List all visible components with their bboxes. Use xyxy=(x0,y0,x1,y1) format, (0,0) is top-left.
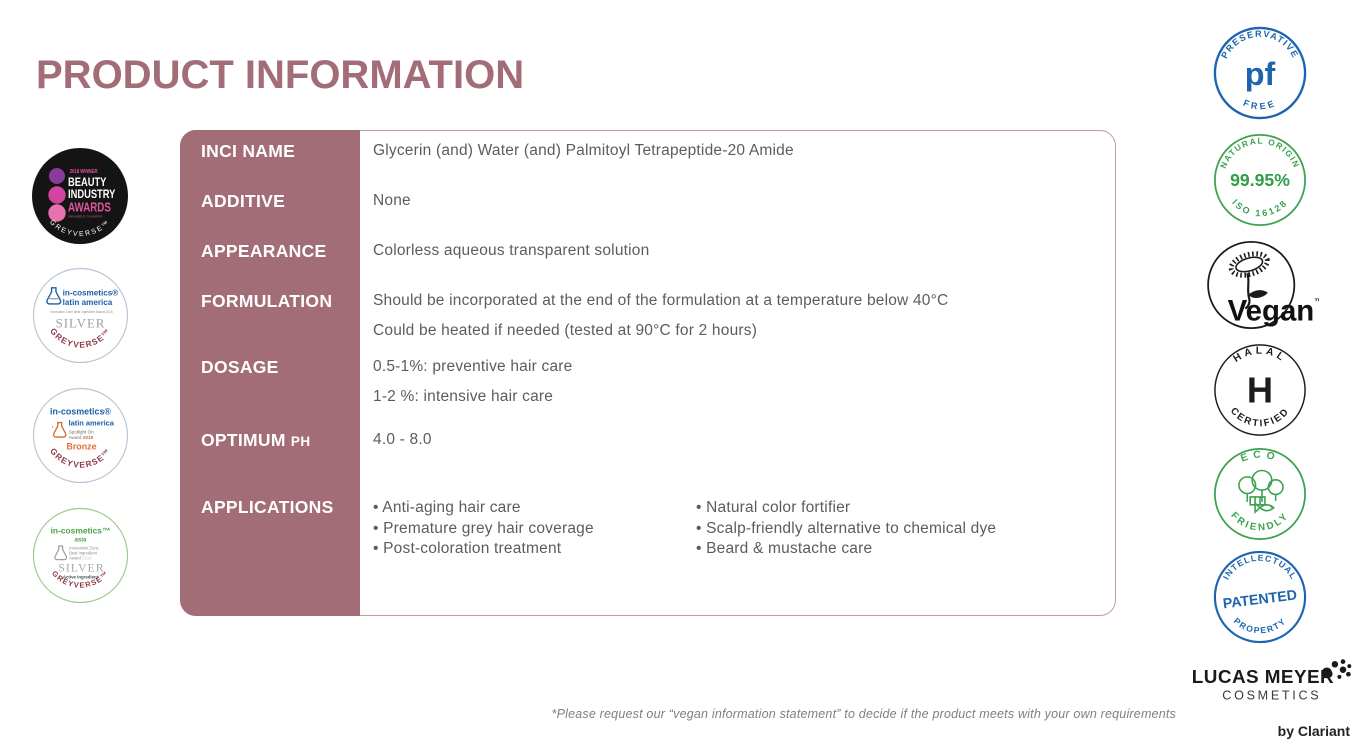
award-incosmetics-latam-bronze-badge: in-cosmetics® latin america Spotlight On… xyxy=(31,386,130,485)
svg-text:in-cosmetics®: in-cosmetics® xyxy=(63,289,119,298)
svg-text:Active Ingredient: Active Ingredient xyxy=(63,575,99,580)
svg-text:LUCAS MEYER: LUCAS MEYER xyxy=(1192,667,1334,688)
svg-text:latin america: latin america xyxy=(63,298,113,307)
sunflower-icon xyxy=(1228,251,1270,310)
eco-friendly-icon: ECO FRIENDLY xyxy=(1214,448,1306,540)
row-label: INCI NAME xyxy=(201,141,296,161)
vegan-society-icon: Vegan™ xyxy=(1207,241,1319,330)
table-label-column xyxy=(180,130,360,616)
footnote: *Please request our “vegan information s… xyxy=(551,707,1176,721)
award-incosmetics-latam-silver-badge: in-cosmetics® latin america Innovation Z… xyxy=(31,266,130,365)
trees-and-fish-icon xyxy=(1238,469,1284,514)
preservative-free-icon: PRESERVATIVE pf FREE xyxy=(1213,26,1307,120)
row-label: FORMULATION xyxy=(201,291,333,311)
svg-text:H: H xyxy=(1247,370,1273,411)
svg-text:Best Ingredient: Best Ingredient xyxy=(69,551,98,556)
svg-text:SILVER: SILVER xyxy=(58,560,104,574)
halal-certified-icon: HALAL H CERTIFIED xyxy=(1214,344,1306,436)
row-label: APPLICATIONS xyxy=(201,497,334,517)
cert-eco-friendly-badge: ECO FRIENDLY xyxy=(1211,445,1309,543)
svg-text:INDUSTRY: INDUSTRY xyxy=(68,188,116,201)
flask-icon xyxy=(54,545,68,561)
application-item: • Anti-aging hair care xyxy=(373,499,521,516)
cert-vegan-badge: Vegan™ xyxy=(1205,238,1319,336)
svg-text:FREE: FREE xyxy=(1242,98,1278,112)
beauty-industry-awards-icon: 2018 WINNER BEAUTY INDUSTRY AWARDS ORGAN… xyxy=(32,148,128,244)
row-label: DOSAGE xyxy=(201,357,279,377)
row-label: ADDITIVE xyxy=(201,191,286,211)
application-item: • Scalp-friendly alternative to chemical… xyxy=(696,519,997,537)
svg-text:Award2018: Award2018 xyxy=(69,555,92,560)
award-incosmetics-asia-silver-badge: in-cosmetics™ asia Innovation Zone Best … xyxy=(31,506,130,605)
application-item: • Beard & mustache care xyxy=(696,540,873,557)
flask-icon xyxy=(51,421,67,438)
award-dot-magenta-icon xyxy=(48,186,66,204)
svg-text:Award2018: Award2018 xyxy=(69,435,94,440)
svg-text:BEAUTY: BEAUTY xyxy=(68,176,107,189)
svg-text:AWARDS: AWARDS xyxy=(68,201,111,214)
svg-text:SILVER: SILVER xyxy=(56,316,106,330)
row-value: Colorless aqueous transparent solution xyxy=(373,242,650,259)
application-item: • Post-coloration treatment xyxy=(373,540,562,557)
svg-text:ORGANIZED BY COSMOPROF: ORGANIZED BY COSMOPROF xyxy=(68,214,102,218)
svg-text:Vegan™: Vegan™ xyxy=(1228,294,1319,327)
award-dot-pink-icon xyxy=(48,204,66,222)
svg-text:latin america: latin america xyxy=(69,419,115,428)
cert-preservative-free-badge: PRESERVATIVE pf FREE xyxy=(1211,24,1309,122)
row-value: None xyxy=(373,192,411,209)
row-value: Should be incorporated at the end of the… xyxy=(373,292,949,339)
product-info-table: INCI NAME Glycerin (and) Water (and) Pal… xyxy=(180,130,1116,616)
svg-text:Innovation Zone Best Ingredien: Innovation Zone Best Ingredient Award 20… xyxy=(50,310,112,314)
award-beauty-industry-badge: 2018 WINNER BEAUTY INDUSTRY AWARDS ORGAN… xyxy=(30,146,130,246)
svg-text:Innovation Zone: Innovation Zone xyxy=(69,546,99,551)
natural-origin-icon: NATURAL ORIGIN 99.95% ISO 16128 xyxy=(1214,134,1306,226)
svg-text:in-cosmetics®: in-cosmetics® xyxy=(50,407,111,417)
row-value: Glycerin (and) Water (and) Palmitoyl Tet… xyxy=(373,142,794,159)
molecule-icon xyxy=(1321,659,1352,679)
byline: by Clariant xyxy=(1277,722,1350,739)
row-label: APPEARANCE xyxy=(201,241,327,261)
applications-column-1: • Anti-aging hair care • Premature grey … xyxy=(373,498,594,560)
svg-text:Spotlight On: Spotlight On xyxy=(69,430,94,435)
svg-text:Bronze: Bronze xyxy=(66,441,96,451)
cert-natural-origin-badge: NATURAL ORIGIN 99.95% ISO 16128 xyxy=(1211,131,1309,229)
award-dot-purple-icon xyxy=(49,168,65,184)
svg-text:99.95%: 99.95% xyxy=(1230,170,1290,190)
patented-icon: INTELLECTUAL PATENTED PROPERTY xyxy=(1213,550,1307,644)
cert-halal-badge: HALAL H CERTIFIED xyxy=(1211,341,1309,439)
svg-text:asia: asia xyxy=(75,537,88,544)
row-value: 4.0 - 8.0 xyxy=(373,431,432,448)
lucas-meyer-logo: LUCAS MEYER COSMETICS xyxy=(1192,659,1352,702)
application-item: • Natural color fortifier xyxy=(696,499,851,516)
svg-text:pf: pf xyxy=(1245,56,1276,92)
svg-text:2018 WINNER: 2018 WINNER xyxy=(70,168,98,175)
svg-text:COSMETICS: COSMETICS xyxy=(1222,688,1321,702)
flask-icon xyxy=(46,287,62,305)
row-value: 0.5-1%: preventive hair care 1-2 %: inte… xyxy=(373,358,573,405)
row-label: OPTIMUM PH xyxy=(201,430,311,450)
svg-text:in-cosmetics™: in-cosmetics™ xyxy=(51,526,111,536)
application-item: • Premature grey hair coverage xyxy=(373,519,594,537)
page-title: PRODUCT INFORMATION xyxy=(36,53,525,97)
applications-column-2: • Natural color fortifier • Scalp-friend… xyxy=(696,498,996,560)
brand-block: LUCAS MEYER COSMETICS by Clariant xyxy=(1190,658,1352,739)
cert-patented-badge: INTELLECTUAL PATENTED PROPERTY xyxy=(1211,548,1309,646)
